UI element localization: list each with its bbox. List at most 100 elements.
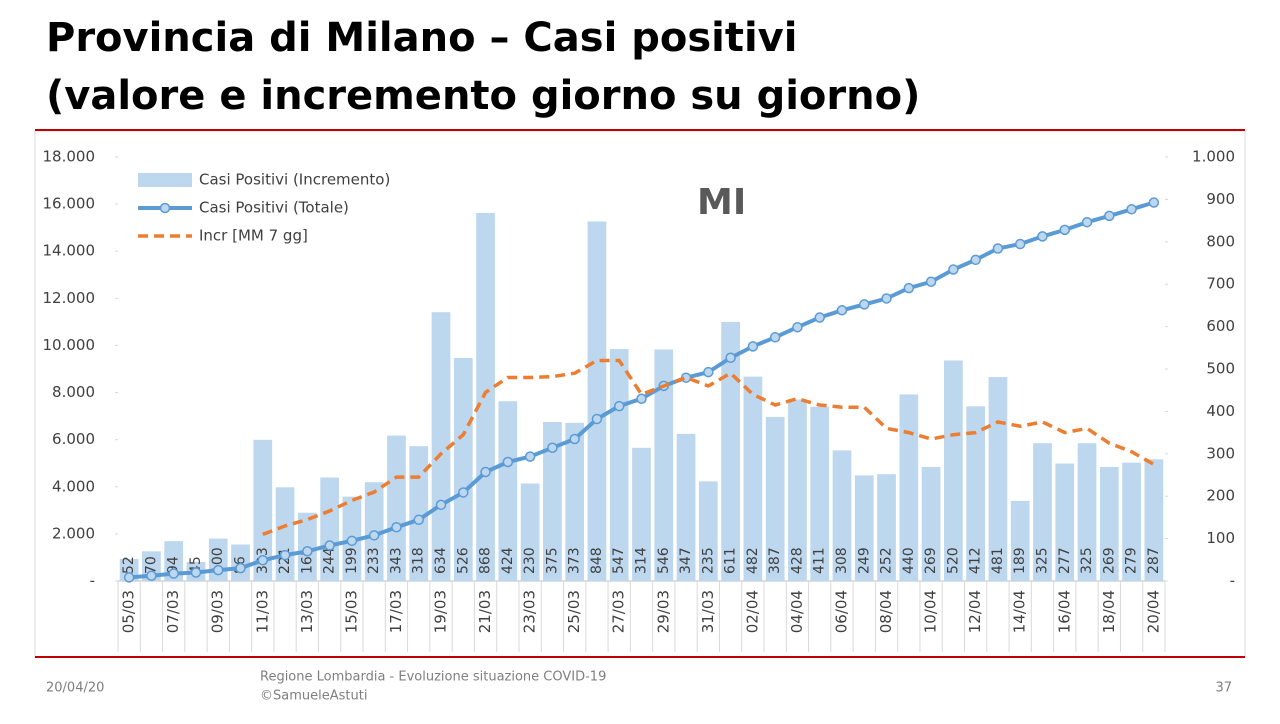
- bar: [676, 433, 696, 581]
- x-tick-label: 21/03: [476, 590, 494, 633]
- bar: [587, 221, 607, 581]
- bar: [832, 450, 852, 581]
- line-marker: [368, 530, 380, 541]
- bar: [944, 360, 963, 581]
- bar: [476, 212, 495, 581]
- y-tick-label: 10.000: [43, 336, 96, 354]
- bar: [231, 544, 250, 581]
- bar-label: 424: [500, 547, 516, 574]
- bar-label: 440: [901, 547, 917, 574]
- bar: [899, 394, 919, 581]
- bar-label: 526: [455, 547, 471, 574]
- bar: [921, 466, 941, 581]
- line-marker: [569, 433, 580, 445]
- y2-tick-label: 400: [1206, 402, 1235, 420]
- bar-label: 70: [143, 556, 159, 574]
- line-marker: [279, 549, 291, 561]
- x-tick-label: 08/04: [877, 590, 895, 633]
- y-tick-label: 16.000: [43, 195, 96, 213]
- bar-label: 52: [121, 556, 137, 574]
- bar-label: 314: [634, 547, 650, 574]
- y2-tick-label: 500: [1206, 360, 1235, 378]
- line-marker: [836, 305, 848, 316]
- line-marker: [435, 499, 447, 511]
- line-marker: [324, 540, 335, 551]
- bar: [1099, 466, 1119, 581]
- line-marker: [1059, 224, 1071, 236]
- bar-label: 269: [1101, 547, 1117, 574]
- bar-label: 347: [678, 547, 694, 574]
- bar: [164, 541, 184, 581]
- footer-source: Regione Lombardia - Evoluzione situazion…: [260, 670, 606, 685]
- line-marker: [502, 456, 514, 468]
- bar: [788, 399, 807, 581]
- line-marker: [1081, 216, 1093, 228]
- bar-label: 287: [1146, 547, 1162, 574]
- bar: [609, 349, 629, 581]
- line-marker: [391, 522, 402, 533]
- bar-label: 252: [879, 547, 895, 574]
- x-tick-label: 18/04: [1100, 590, 1118, 633]
- bar-label: 189: [1012, 547, 1028, 574]
- bar: [1055, 463, 1075, 581]
- bar-label: 230: [522, 547, 538, 574]
- bar-label: 373: [567, 547, 583, 574]
- bar-label: 343: [388, 547, 404, 574]
- bar-label: 412: [968, 547, 984, 574]
- x-tick-label: 14/04: [1011, 590, 1029, 633]
- y2-tick-label: 800: [1206, 232, 1235, 250]
- footer-date: 20/04/20: [46, 681, 104, 696]
- bar: [431, 312, 451, 581]
- bar: [966, 406, 986, 581]
- line-marker: [814, 312, 825, 323]
- bar-label: 325: [1034, 547, 1050, 574]
- bar: [409, 446, 429, 581]
- footer-author: ©SamueleAstuti: [260, 689, 367, 704]
- legend-label: Casi Positivi (Totale): [199, 199, 349, 217]
- line-marker: [480, 466, 491, 478]
- line-marker: [970, 254, 981, 266]
- bar: [654, 349, 674, 581]
- bar-label: 279: [1124, 547, 1140, 574]
- legend-label: Incr [MM 7 gg]: [199, 227, 308, 245]
- bar: [253, 439, 273, 581]
- bar-label: 520: [945, 547, 961, 574]
- bar-label: 277: [1057, 547, 1073, 574]
- bar: [1010, 500, 1030, 581]
- bar: [810, 406, 830, 581]
- line-marker: [792, 321, 803, 333]
- x-tick-label: 20/04: [1144, 590, 1162, 633]
- line-marker: [859, 299, 870, 310]
- bar-label: 235: [700, 547, 716, 574]
- y2-tick-label: 200: [1206, 487, 1235, 505]
- x-tick-label: 31/03: [699, 590, 717, 633]
- bar: [1077, 443, 1097, 581]
- line-marker: [1126, 204, 1137, 215]
- bar-label: 848: [589, 547, 605, 574]
- x-tick-label: 25/03: [565, 590, 583, 633]
- line-marker: [1037, 231, 1048, 242]
- legend-marker: [159, 202, 171, 214]
- subtitle: (valore e incremento giorno su giorno): [46, 73, 920, 119]
- bar-label: 94: [166, 556, 182, 574]
- bar-label: 546: [656, 547, 672, 574]
- x-tick-label: 13/03: [298, 590, 316, 633]
- line-marker: [881, 293, 892, 304]
- x-tick-label: 19/03: [432, 590, 450, 633]
- line-marker: [1104, 210, 1115, 222]
- bar-label: 269: [923, 547, 939, 574]
- x-tick-label: 29/03: [654, 590, 672, 633]
- bar-label: 199: [344, 547, 360, 574]
- bar-label: 547: [611, 547, 627, 574]
- y-tick-label: 14.000: [43, 242, 96, 260]
- bar: [453, 357, 473, 581]
- y-tick-label: 4.000: [52, 477, 95, 495]
- bar: [520, 483, 540, 581]
- x-tick-label: 02/04: [743, 590, 761, 633]
- x-tick-label: 16/04: [1055, 590, 1073, 633]
- line-marker: [613, 400, 625, 412]
- bar-label: 244: [322, 547, 338, 574]
- title: Provincia di Milano – Casi positivi: [46, 15, 797, 61]
- bar: [543, 422, 562, 581]
- line-marker: [346, 535, 358, 547]
